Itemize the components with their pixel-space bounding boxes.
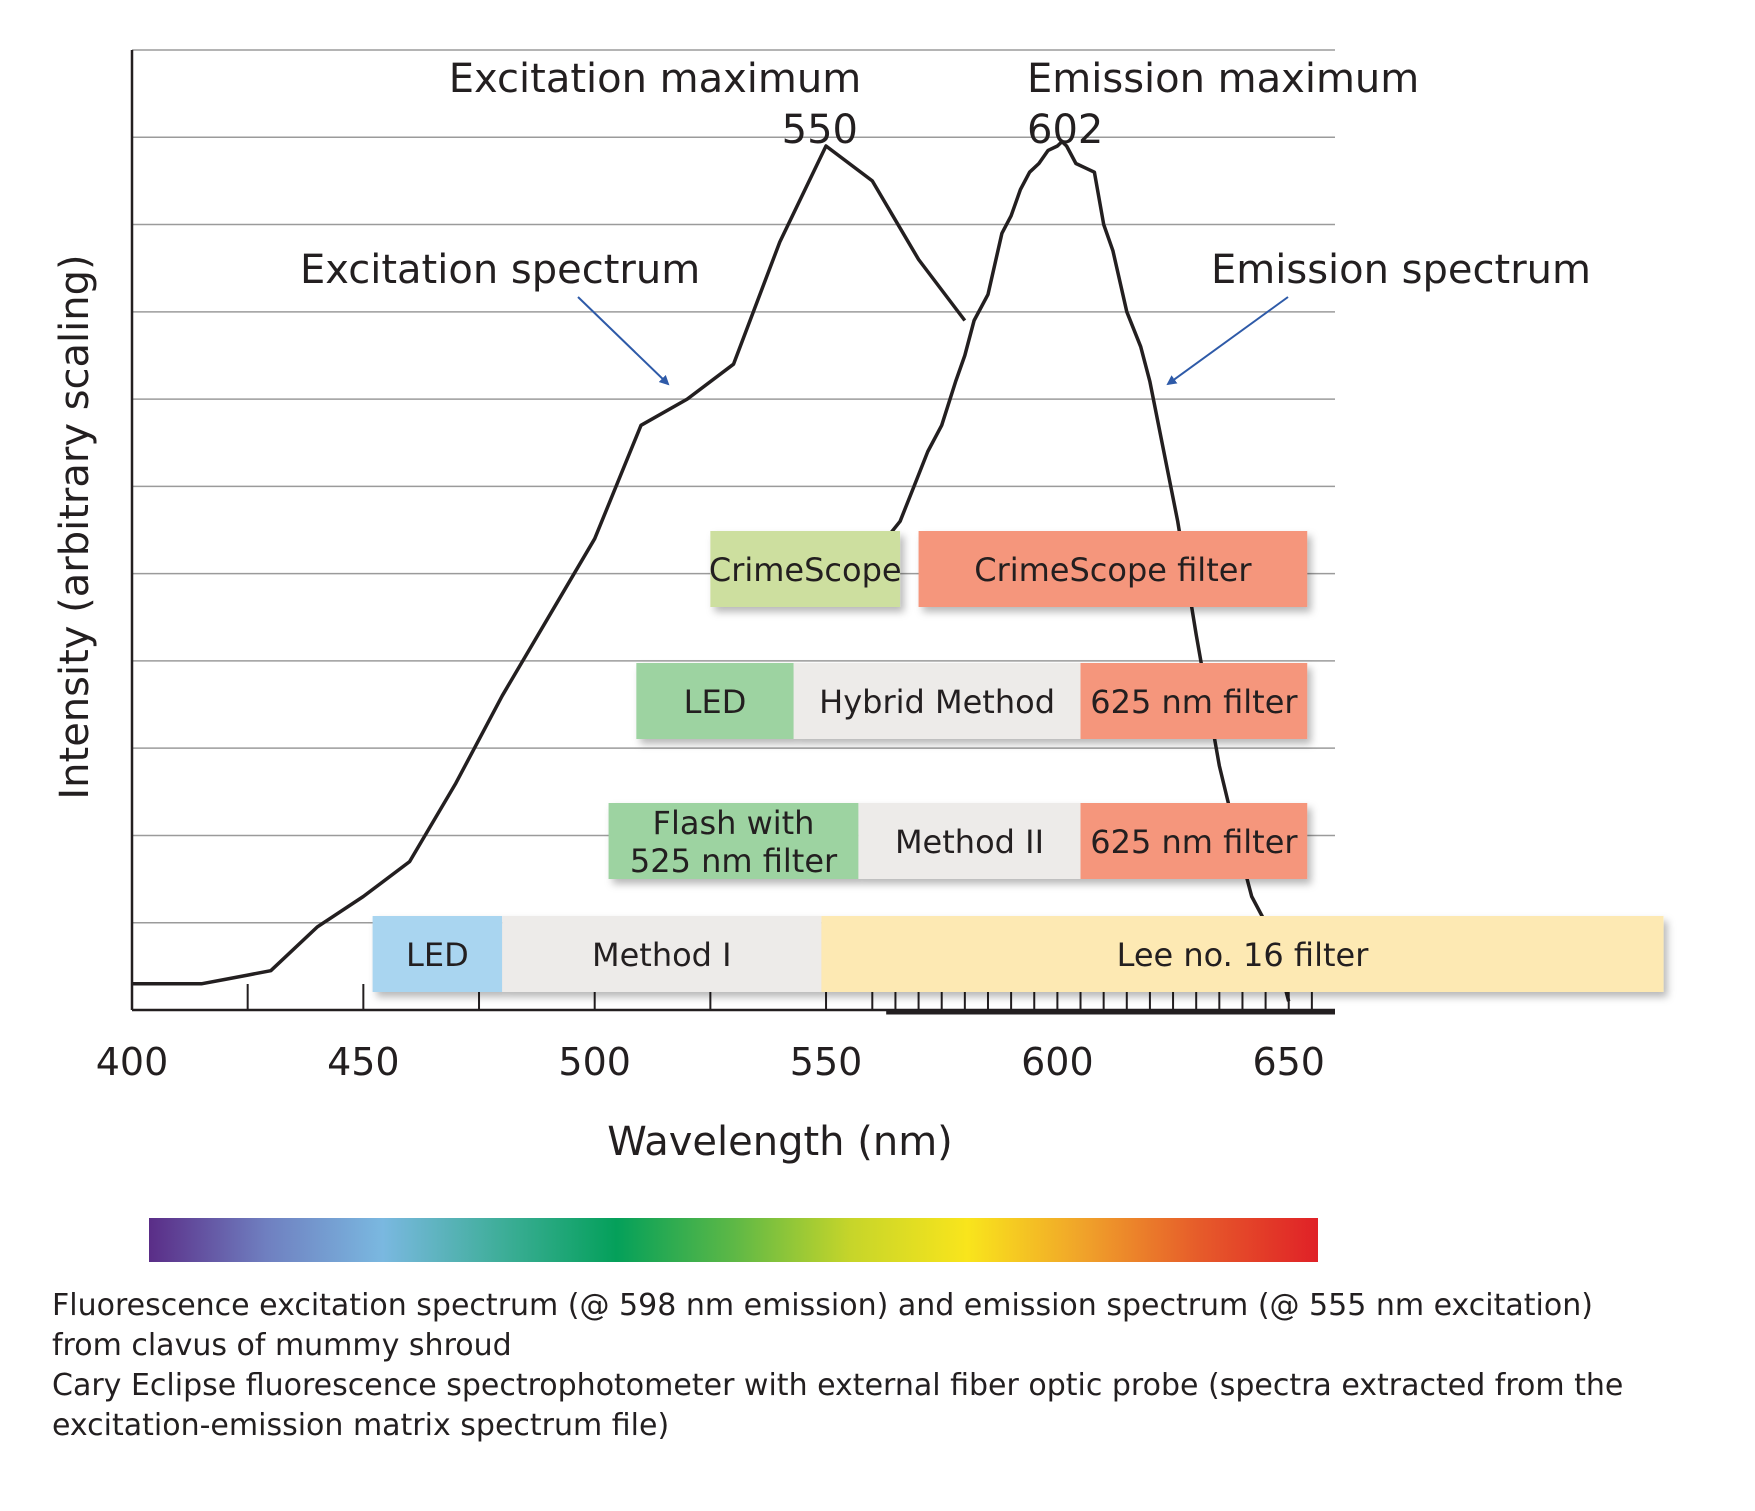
band-label-line: LED: [406, 936, 469, 974]
caption-line: excitation-emission matrix spectrum file…: [52, 1408, 670, 1443]
band-label-line: CrimeScope filter: [974, 551, 1252, 589]
band-segment: [636, 663, 794, 739]
emission-maximum-label: Emission maximum: [1027, 56, 1419, 102]
band-label-line: LED: [684, 683, 747, 721]
band-label: Hybrid Method: [819, 683, 1055, 721]
band-segment: [918, 531, 1308, 607]
band-segment: [1080, 663, 1308, 739]
y-axis-label: Intensity (arbitrary scaling): [52, 254, 98, 799]
band-row: [710, 531, 1308, 607]
band-label-line: Lee no. 16 filter: [1117, 936, 1370, 974]
band-segment: [372, 916, 503, 992]
x-axis-label: Wavelength (nm): [607, 1119, 953, 1165]
band-label: 625 nm filter: [1090, 683, 1298, 721]
caption-line: from clavus of mummy shroud: [52, 1328, 512, 1363]
band-segment: [821, 916, 1664, 992]
band-label-line: CrimeScope: [709, 551, 902, 589]
axis-labels: Wavelength (nm) Intensity (arbitrary sca…: [52, 254, 953, 1165]
band-label-line: 625 nm filter: [1090, 683, 1298, 721]
band-label: LED: [406, 936, 469, 974]
band-label-line: 525 nm filter: [630, 842, 838, 880]
annotations: Excitation maximum 550 Emission maximum 602…: [300, 56, 1591, 386]
band-label-line: 625 nm filter: [1090, 823, 1298, 861]
visible-spectrum-bar: [149, 1218, 1318, 1262]
band-segment: [793, 663, 1081, 739]
x-tick-label: 650: [1252, 1040, 1325, 1084]
x-tick-label: 400: [96, 1040, 169, 1084]
band-label: CrimeScope filter: [974, 551, 1252, 589]
excitation-arrow: [577, 296, 670, 386]
method-bands: CrimeScope CrimeScope filter LED Hybrid Met…: [372, 531, 1664, 992]
band-label: 625 nm filter: [1090, 823, 1298, 861]
band-label: CrimeScope: [709, 551, 902, 589]
x-tick-label: 600: [1021, 1040, 1094, 1084]
excitation-maximum-label: Excitation maximum: [449, 56, 861, 102]
figure-caption: Fluorescence excitation spectrum (@ 598 …: [52, 1286, 1732, 1446]
band-label-line: Flash with: [653, 804, 815, 842]
x-tick-label: 550: [790, 1040, 863, 1084]
band-segment: [502, 916, 822, 992]
band-label: Method I: [592, 936, 732, 974]
emission-spectrum-label: Emission spectrum: [1211, 247, 1591, 293]
caption-line: Fluorescence excitation spectrum (@ 598 …: [52, 1288, 1593, 1323]
band-label: Lee no. 16 filter: [1117, 936, 1370, 974]
band-label: LED: [684, 683, 747, 721]
band-label: Flash with 525 nm filter: [630, 804, 838, 880]
caption-line: Cary Eclipse fluorescence spectrophotome…: [52, 1368, 1624, 1403]
x-tick-label: 450: [327, 1040, 400, 1084]
excitation-spectrum-line: [132, 144, 967, 986]
band-label-line: Hybrid Method: [819, 683, 1055, 721]
band-segment: [608, 803, 859, 879]
emission-maximum-value: 602: [1027, 107, 1103, 153]
excitation-maximum-value: 550: [782, 107, 858, 153]
x-tick-label: 500: [558, 1040, 631, 1084]
emission-arrow: [1166, 296, 1289, 386]
excitation-spectrum-label: Excitation spectrum: [300, 247, 700, 293]
band-segment: [1080, 803, 1308, 879]
band-row: [636, 663, 1308, 739]
band-segment: [858, 803, 1081, 879]
band-label-line: Method I: [592, 936, 732, 974]
band-row: [608, 803, 1308, 879]
band-label: Method II: [895, 823, 1044, 861]
band-segment: [710, 531, 901, 607]
gridlines: [132, 49, 1335, 924]
band-label-line: Method II: [895, 823, 1044, 861]
band-row: [372, 916, 1664, 992]
